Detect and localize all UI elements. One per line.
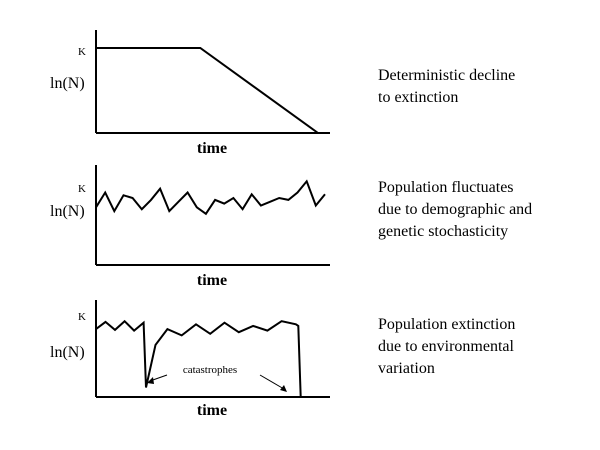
- description-2-line-3: variation: [378, 360, 435, 377]
- y-axis-label-1: ln(N): [50, 203, 85, 220]
- k-label-0: K: [78, 46, 86, 58]
- y-axis-label-0: ln(N): [50, 75, 85, 92]
- catastrophe-arrowhead-1: [147, 377, 154, 384]
- description-1-line-1: Population fluctuates: [378, 179, 514, 196]
- x-axis-label-0: time: [197, 140, 227, 157]
- k-label-1: K: [78, 183, 86, 195]
- catastrophes-annotation: catastrophes: [183, 364, 237, 376]
- y-axis-label-2: ln(N): [50, 344, 85, 361]
- series-line-0: [96, 47, 319, 134]
- description-2-line-2: due to environmental: [378, 338, 515, 355]
- panel-deterministic-decline: K ln(N) time Deterministic decline to ex…: [50, 30, 515, 157]
- x-axis-label-2: time: [197, 402, 227, 419]
- catastrophe-arrowhead-2: [280, 385, 287, 392]
- x-axis-label-1: time: [197, 272, 227, 289]
- description-0-line-1: Deterministic decline: [378, 67, 515, 84]
- description-1-line-2: due to demographic and: [378, 201, 532, 218]
- description-0-line-2: to extinction: [378, 89, 458, 106]
- series-line-2: [95, 319, 302, 398]
- description-1-line-3: genetic stochasticity: [378, 223, 508, 240]
- panel-demographic-fluctuation: K ln(N) time Population fluctuates due t…: [50, 165, 532, 289]
- series-line-1: [95, 179, 326, 216]
- catastrophe-arrow-2: [259, 374, 285, 390]
- description-2-line-1: Population extinction: [378, 316, 515, 333]
- panel-environmental-extinction: K ln(N) catastrophes time Population ext…: [50, 300, 515, 419]
- k-label-2: K: [78, 311, 86, 323]
